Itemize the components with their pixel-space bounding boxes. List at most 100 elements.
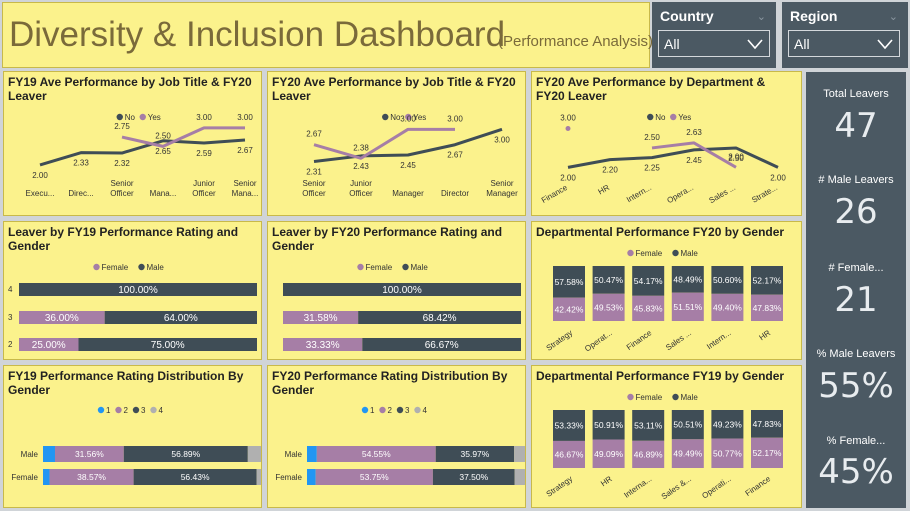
chart-svg: Female Male 4 100.00% 3 36.00% 64.00% 2 25.00% 75… (8, 263, 258, 351)
data-label: 25.00% (32, 340, 66, 351)
legend-marker (627, 393, 634, 401)
data-label: 45.83% (634, 303, 663, 313)
data-label: 68.42% (423, 313, 457, 324)
data-label: 42.42% (555, 304, 584, 314)
data-label: 49.09% (594, 449, 623, 459)
data-label: 2.45 (686, 156, 702, 165)
country-filter-label: Country (660, 8, 714, 24)
collapse-chevron-icon[interactable]: ⌄ (756, 11, 766, 23)
region-filter: Region ⌄ All (782, 2, 908, 68)
bar-segment-male (553, 266, 585, 298)
fy20-rating-distribution-chart[interactable]: FY20 Performance Rating Distribution By … (267, 365, 526, 508)
bar-segment-rating-4 (514, 469, 525, 485)
legend-marker (396, 406, 404, 414)
legend-label: Male (681, 393, 699, 402)
fy19-job-title-chart[interactable]: FY19 Ave Performance by Job Title & FY20… (3, 71, 262, 216)
bar-segment-female (632, 440, 665, 468)
bar-segment-rating-3 (123, 446, 248, 462)
chart-title: FY20 Ave Performance by Department & FY2… (536, 75, 766, 103)
legend-marker (138, 263, 145, 271)
kpi-label: % Male Leavers (816, 348, 896, 360)
data-label: 2.32 (114, 159, 130, 168)
dept-fy19-gender-chart[interactable]: Departmental Performance FY19 by Gender … (531, 365, 802, 508)
page-subtitle: (Performance Analysis) (498, 33, 654, 50)
kpi-value: 21 (834, 280, 878, 320)
y-tick-label: 2 (8, 340, 13, 349)
bar-segment-male (632, 410, 665, 441)
fy20-department-chart[interactable]: FY20 Ave Performance by Department & FY2… (531, 71, 802, 216)
legend-marker (93, 263, 100, 271)
fy19-rating-distribution-chart[interactable]: FY19 Performance Rating Distribution By … (3, 365, 262, 508)
legend-marker (402, 263, 409, 271)
leaver-fy19-rating-chart[interactable]: Leaver by FY19 Performance Rating and Ge… (3, 221, 262, 360)
data-label: 100.00% (382, 285, 422, 296)
data-label: 50.91% (594, 420, 623, 430)
bar-segment-female (283, 338, 363, 351)
legend-marker (672, 249, 679, 257)
data-label: 50.51% (673, 420, 702, 430)
bar-segment-female (592, 293, 625, 321)
data-label: 56.43% (181, 472, 210, 482)
data-label: 2.38 (353, 143, 369, 152)
data-label: 33.33% (306, 340, 340, 351)
legend-marker (382, 113, 389, 121)
bar-segment-female (632, 295, 665, 321)
x-tick-label: Senior (233, 179, 256, 188)
x-tick-label: Officer (192, 189, 216, 198)
series-line-yes (313, 127, 455, 160)
bar-segment-female (671, 292, 704, 321)
bar-segment-female (19, 311, 105, 324)
data-label: 3.00 (400, 114, 416, 123)
legend-label: 1 (370, 406, 375, 415)
legend-marker (647, 113, 654, 121)
data-label: 2.00 (728, 152, 744, 161)
bar-segment-rating-3 (133, 469, 257, 485)
x-tick-label: Operati... (700, 474, 732, 500)
data-label: 53.75% (360, 472, 389, 482)
legend-label: No (390, 113, 401, 122)
data-label: 47.83% (753, 419, 782, 429)
data-label: 35.97% (461, 449, 490, 459)
chart-svg: No Yes 2.31 2.43 2.45 2.67 3.00 2.67 2.38 3.00 3.0… (302, 113, 518, 198)
y-tick-label: Male (21, 450, 39, 459)
bar-segment-rating-3 (432, 469, 515, 485)
bar-segment-male (362, 338, 521, 351)
legend-marker (139, 113, 146, 121)
region-dropdown[interactable]: All (788, 30, 900, 57)
data-label: 54.55% (362, 449, 391, 459)
data-label: 52.17% (753, 275, 782, 285)
data-label: 56.89% (171, 449, 200, 459)
x-tick-label: Mana... (232, 189, 259, 198)
x-tick-label: HR (596, 183, 611, 197)
bar-segment-rating-1 (307, 446, 317, 462)
x-tick-label: Direc... (68, 189, 93, 198)
data-label: 3.00 (560, 114, 576, 123)
x-tick-label: Manager (392, 189, 424, 198)
dept-fy20-gender-chart[interactable]: Departmental Performance FY20 by Gender … (531, 221, 802, 360)
kpi-value: 55% (818, 366, 894, 406)
bar-segment-female (711, 438, 744, 468)
chevron-down-icon (747, 39, 763, 50)
fy20-job-title-chart[interactable]: FY20 Ave Performance by Job Title & FY20… (267, 71, 526, 216)
y-tick-label: 3 (8, 313, 13, 322)
collapse-chevron-icon[interactable]: ⌄ (888, 11, 898, 23)
data-label: 2.59 (196, 149, 212, 158)
data-label: 49.23% (713, 419, 742, 429)
data-label: 36.00% (45, 313, 79, 324)
x-tick-label: Finance (625, 328, 654, 352)
legend-label: Female (636, 249, 663, 258)
kpi-column: Total Leavers 47 # Male Leavers 26 # Fem… (806, 72, 906, 508)
x-tick-label: Strate... (750, 183, 779, 205)
country-dropdown[interactable]: All (658, 30, 770, 57)
x-tick-label: Strategy (545, 328, 575, 352)
data-label: 54.17% (634, 276, 663, 286)
legend-marker (357, 263, 364, 271)
bar-segment-rating-3 (435, 446, 515, 462)
legend-marker (672, 393, 679, 401)
bar-segment-male (711, 266, 744, 294)
kpi-label: # Male Leavers (818, 174, 894, 186)
bar-segment-male (553, 410, 585, 441)
kpi-label: Total Leavers (823, 88, 889, 100)
leaver-fy20-rating-chart[interactable]: Leaver by FY20 Performance Rating and Ge… (267, 221, 526, 360)
x-tick-label: Opera... (665, 183, 695, 205)
